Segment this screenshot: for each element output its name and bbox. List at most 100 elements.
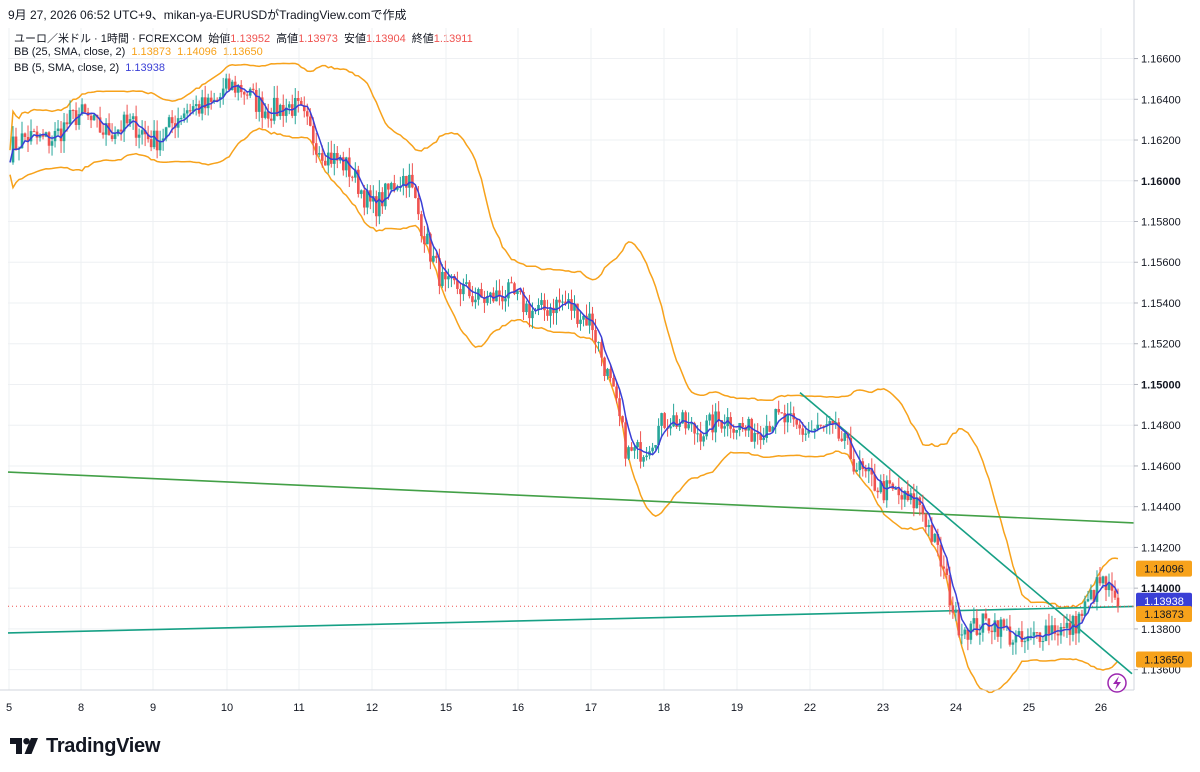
price-label-bb25-lower[interactable]: 1.13650: [1136, 651, 1192, 668]
candle-body: [927, 525, 931, 528]
candle-body: [879, 481, 883, 493]
candle-body: [651, 447, 654, 452]
candle: [492, 287, 495, 303]
candle-body: [762, 437, 765, 441]
candle: [945, 559, 949, 580]
candle-body: [759, 434, 762, 441]
candle-body: [1062, 626, 1066, 628]
candle: [293, 88, 297, 125]
candle-body: [936, 533, 940, 545]
candle: [723, 414, 726, 437]
candle: [242, 90, 246, 105]
candle-body: [720, 420, 723, 429]
candle-body: [405, 175, 408, 188]
candle-body: [140, 130, 144, 135]
candle: [375, 190, 378, 227]
chart-header: 9月 27, 2026 06:52 UTC+9、mikan-ya-EURUSDが…: [8, 8, 407, 22]
candle-body: [320, 153, 324, 161]
candle: [690, 417, 693, 432]
candle-body: [227, 78, 231, 90]
candle: [1023, 636, 1027, 654]
candle: [113, 126, 117, 145]
candle: [699, 421, 702, 451]
price-label-bb25-basis[interactable]: 1.13873: [1136, 606, 1192, 623]
candle-body: [41, 134, 45, 137]
candle-body: [26, 136, 30, 142]
time-tick-label: 26: [1095, 702, 1107, 714]
legend-bb25[interactable]: BB (25, SMA, close, 2) 1.13873 1.14096 1…: [14, 46, 266, 58]
tradingview-brand[interactable]: TradingView: [10, 734, 160, 758]
candle-body: [122, 114, 126, 132]
candle-body: [780, 412, 783, 414]
candle-body: [624, 422, 627, 459]
candle: [290, 94, 294, 119]
candle: [465, 274, 468, 286]
candle: [708, 412, 711, 426]
candle-body: [191, 106, 195, 112]
candle: [702, 434, 705, 447]
price-tick-label: 1.14600: [1141, 461, 1181, 473]
candle-body: [408, 174, 411, 188]
candle-body: [789, 413, 793, 415]
candle: [552, 298, 555, 325]
price-label-bb5-basis[interactable]: 1.13938: [1136, 592, 1192, 609]
candle-body: [420, 214, 423, 237]
candle-body: [639, 442, 642, 462]
candle-body: [774, 408, 777, 427]
candle-body: [251, 88, 255, 90]
candle: [852, 447, 856, 475]
candle: [876, 487, 880, 499]
candle-body: [242, 92, 246, 95]
candle: [888, 469, 892, 488]
candle-body: [627, 447, 630, 459]
legend-bb5[interactable]: BB (5, SMA, close, 2) 1.13938: [14, 62, 168, 74]
candle-body: [354, 169, 357, 178]
legend-symbol[interactable]: ユーロ／米ドル · 1時間 · FOREXCOM 始値1.13952 高値1.1…: [14, 30, 476, 46]
candle-body: [1074, 615, 1078, 634]
candle: [209, 90, 213, 110]
candle: [251, 83, 255, 93]
candle: [678, 418, 681, 431]
candle-body: [606, 368, 609, 377]
candle: [540, 292, 543, 310]
candle-body: [528, 303, 531, 319]
candle-body: [765, 425, 768, 438]
candle-body: [245, 94, 249, 96]
candle-body: [23, 133, 27, 137]
candle-body: [89, 115, 93, 121]
candle: [879, 474, 883, 494]
candle-body: [293, 97, 297, 116]
candle: [194, 95, 198, 116]
candle: [798, 418, 802, 435]
candle-body: [636, 442, 639, 448]
candle: [777, 400, 780, 415]
candle: [101, 123, 105, 139]
candle-body: [771, 426, 774, 432]
candle-body: [615, 386, 618, 399]
candle: [786, 402, 790, 433]
candle-body: [329, 152, 333, 164]
candle-body: [1011, 642, 1015, 645]
candle-body: [1053, 625, 1057, 634]
candle: [993, 613, 997, 640]
candle: [221, 77, 225, 105]
candle: [867, 463, 871, 484]
candle-body: [372, 196, 375, 202]
bb5-label: BB (5, SMA, close, 2): [14, 62, 120, 74]
candle-body: [531, 310, 534, 319]
price-label-bb25-upper[interactable]: 1.14096: [1136, 560, 1192, 577]
candle-body: [80, 104, 84, 115]
open-label: 始値: [208, 33, 231, 45]
candle: [68, 100, 72, 127]
lightning-icon[interactable]: [1107, 673, 1127, 693]
candle: [167, 114, 171, 128]
candle-body: [335, 153, 339, 161]
candle-body: [870, 468, 874, 475]
candle-body: [942, 566, 946, 569]
price-label-box: [1136, 606, 1192, 623]
candle: [570, 289, 573, 320]
candle-body: [323, 160, 327, 166]
candle-body: [326, 152, 330, 166]
candle: [275, 85, 279, 117]
